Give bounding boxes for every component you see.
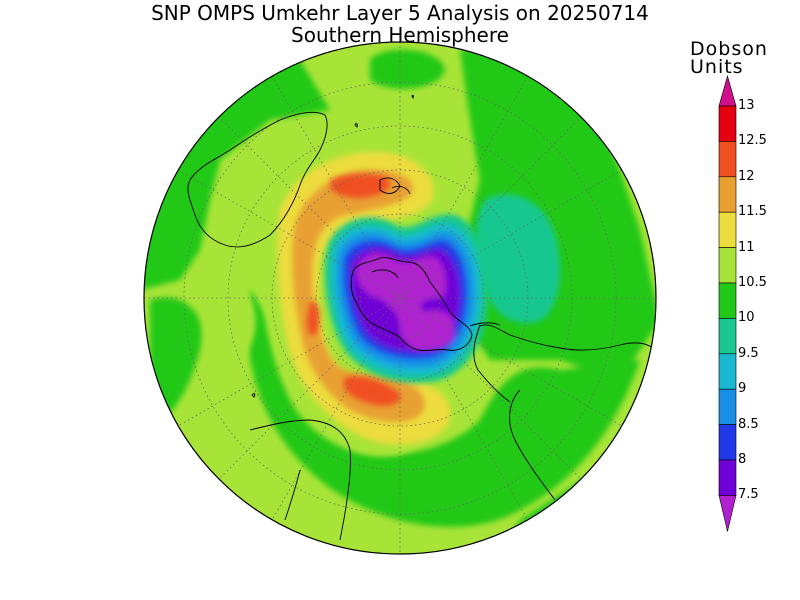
colorbar-tick-label: 8 [738, 452, 747, 467]
south-america-coast [479, 324, 656, 501]
units-line-1: Dobson [690, 38, 768, 60]
colorbar-segment [718, 353, 737, 390]
units-line-2: Units [690, 56, 744, 78]
colorbar-segment [718, 424, 737, 461]
colorbar-segment [718, 141, 737, 178]
colorbar-segment [718, 388, 737, 425]
map-boundary [143, 41, 657, 555]
colorbar-tick-label: 10.5 [738, 275, 767, 290]
colorbar-segment [718, 282, 737, 319]
australia-coast [187, 111, 328, 248]
colorbar-segment [718, 247, 737, 284]
colorbar-tick-label: 9 [738, 381, 747, 397]
colorbar-segment [718, 105, 737, 142]
ozone-field [144, 42, 656, 554]
units-label: Dobson Units [690, 38, 768, 78]
title-line-1: SNP OMPS Umkehr Layer 5 Analysis on 2025… [151, 1, 649, 25]
colorbar [718, 74, 737, 532]
level-9-5-region [476, 194, 561, 324]
colorbar-segment [718, 176, 737, 213]
colorbar-segment [718, 318, 737, 355]
africa-coast [249, 419, 351, 541]
colorbar-segment [718, 459, 737, 496]
colorbar-tick-label: 11.5 [738, 204, 767, 220]
colorbar-tick-label: 8.5 [738, 416, 759, 432]
colorbar-bottom-cap [718, 495, 737, 532]
colorbar-tick-label: 11 [738, 239, 755, 255]
coastlines [187, 94, 656, 541]
colorbar-segment [718, 211, 737, 248]
antarctica-coast [350, 257, 473, 352]
graticule [144, 42, 656, 554]
colorbar-tick-label: 10 [738, 310, 755, 326]
level-11-5-band [292, 170, 425, 422]
colorbar-tick-label: 7.5 [738, 487, 759, 503]
title-line-2: Southern Hemisphere [291, 23, 509, 47]
colorbar-tick-label: 12.5 [738, 133, 767, 149]
colorbar-tick-label: 9.5 [738, 345, 759, 361]
colorbar-tick-label: 12 [738, 168, 755, 184]
colorbar-tick-label: 13 [738, 98, 755, 113]
level-12-spots [306, 173, 401, 406]
colorbar-top-cap [718, 74, 737, 107]
